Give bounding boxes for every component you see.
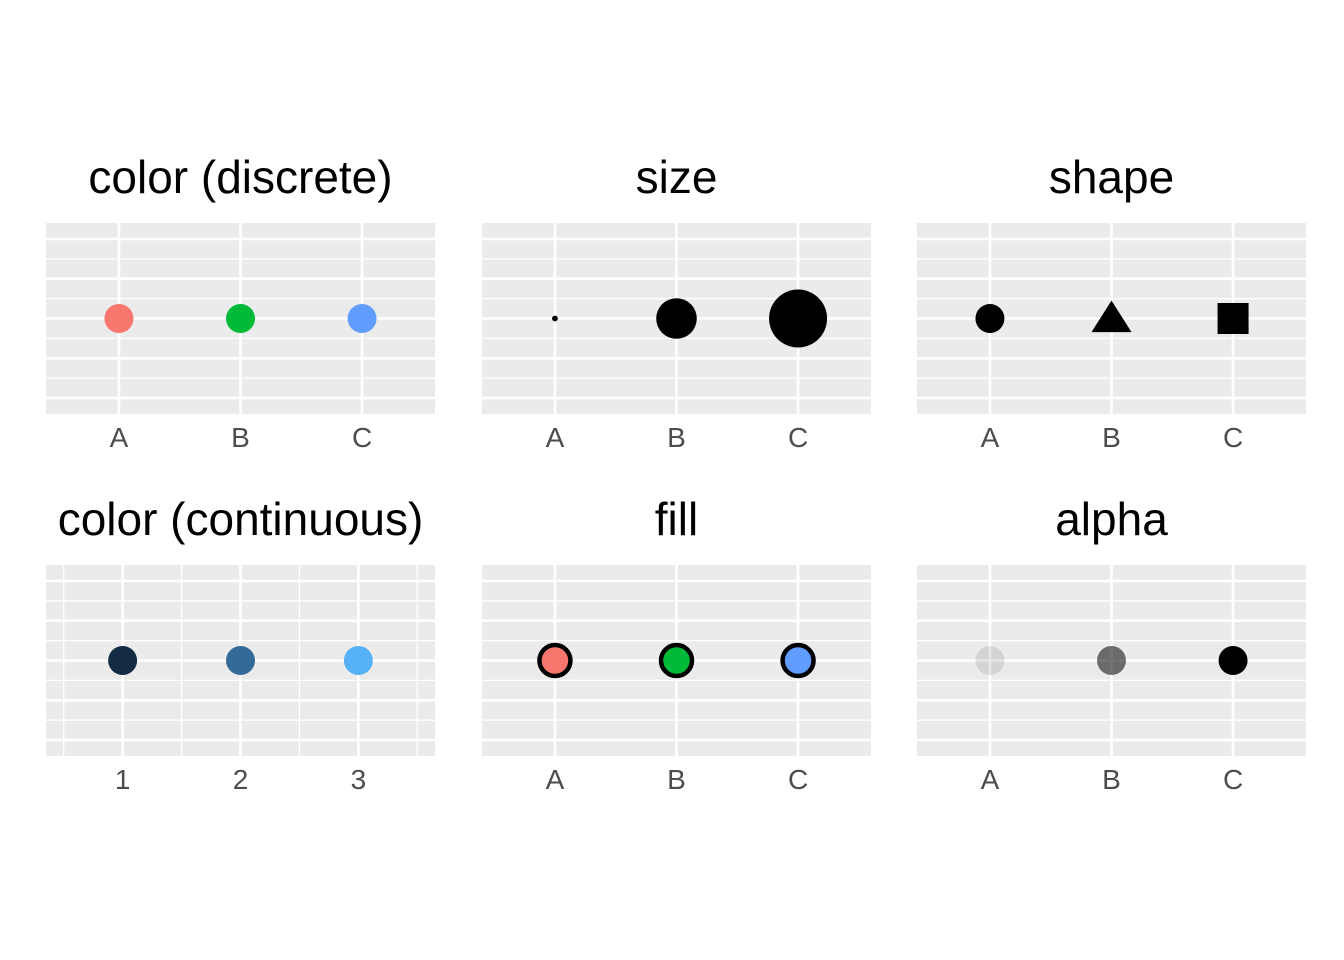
panel-5: fill A B C: [482, 493, 871, 795]
point-b: [1091, 300, 1132, 333]
panel-4: color (continuous) 1 2 3: [46, 493, 435, 795]
x-tick-label: C: [1223, 764, 1243, 795]
x-tick-label: C: [788, 764, 808, 795]
point-b: [656, 298, 697, 339]
point-c: [1218, 646, 1248, 675]
x-tick-label: B: [1102, 764, 1121, 795]
x-tick-label: B: [667, 764, 686, 795]
x-tick-label: 2: [233, 764, 249, 795]
panel-title: fill: [655, 493, 698, 545]
x-tick-label: A: [110, 422, 129, 453]
point-c: [347, 304, 377, 333]
x-tick-label: B: [231, 422, 250, 453]
x-tick-label: A: [981, 422, 1000, 453]
panel-title: color (continuous): [58, 493, 424, 545]
x-tick-label: A: [546, 422, 565, 453]
x-tick-label: B: [1102, 422, 1121, 453]
panel-1: color (discrete) A B C: [46, 151, 435, 453]
point-a: [537, 642, 573, 679]
point-2: [226, 646, 255, 675]
point-b: [1097, 646, 1126, 675]
panel-title: size: [636, 151, 718, 203]
panel-title: shape: [1049, 151, 1174, 203]
panel-2: size A B C: [482, 151, 871, 453]
x-tick-label: C: [352, 422, 372, 453]
x-tick-label: A: [546, 764, 565, 795]
point-b: [658, 642, 695, 679]
x-tick-label: A: [981, 764, 1000, 795]
x-tick-label: 3: [351, 764, 367, 795]
x-tick-label: C: [1223, 422, 1243, 453]
point-c: [780, 642, 816, 679]
x-tick-label: 1: [115, 764, 131, 795]
point-a: [975, 646, 1005, 675]
panel-6: alpha A B C: [917, 493, 1306, 795]
x-tick-label: C: [788, 422, 808, 453]
panel-title: alpha: [1055, 493, 1168, 545]
x-tick-label: B: [667, 422, 686, 453]
point-1: [108, 646, 138, 675]
panel-title: color (discrete): [88, 151, 392, 203]
point-a: [975, 304, 1005, 333]
point-c: [1217, 303, 1249, 334]
point-a: [104, 304, 134, 333]
point-c: [769, 289, 828, 348]
point-b: [226, 304, 255, 333]
point-3: [343, 646, 373, 675]
panel-3: shape A B C: [917, 151, 1306, 453]
point-a: [552, 315, 558, 322]
